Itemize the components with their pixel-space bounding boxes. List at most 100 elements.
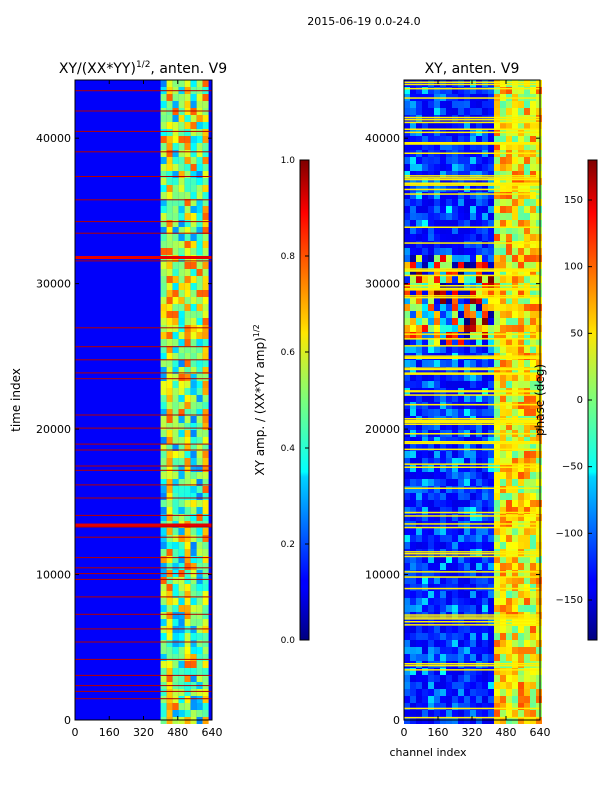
heatmap-cell xyxy=(500,255,506,262)
heatmap-cell xyxy=(488,199,494,206)
heatmap-cell xyxy=(190,633,197,640)
heatmap-cell xyxy=(190,689,197,696)
heatmap-cell xyxy=(524,654,530,661)
heatmap-cell xyxy=(482,192,488,199)
heatmap-cell xyxy=(512,654,518,661)
heatmap-cell xyxy=(434,395,440,402)
heatmap-cell xyxy=(178,318,185,325)
heatmap-cell xyxy=(160,388,167,395)
heatmap-cell xyxy=(160,395,167,402)
heatmap-cell xyxy=(458,311,464,318)
heatmap-cell xyxy=(184,318,191,325)
heatmap-cell xyxy=(178,619,185,626)
heatmap-cell xyxy=(506,269,512,276)
heatmap-cell xyxy=(178,633,185,640)
heatmap-cell xyxy=(506,325,512,332)
heatmap-cell xyxy=(482,178,488,185)
heatmap-cell xyxy=(404,311,410,318)
heatmap-cell xyxy=(482,248,488,255)
heatmap-cell xyxy=(166,416,173,423)
heatmap-cell xyxy=(458,535,464,542)
heatmap-cell xyxy=(494,346,500,353)
heatmap-cell xyxy=(488,486,494,493)
heatmap-cell xyxy=(190,178,197,185)
heatmap-cell xyxy=(196,136,203,143)
heatmap-cell xyxy=(166,528,173,535)
heatmap-cell xyxy=(416,486,422,493)
heatmap-cell xyxy=(410,269,416,276)
flagged-row-line xyxy=(404,526,540,529)
y-tick-label: 40000 xyxy=(365,132,400,145)
heatmap-cell xyxy=(196,283,203,290)
heatmap-cell xyxy=(476,535,482,542)
heatmap-cell xyxy=(482,269,488,276)
heatmap-cell xyxy=(530,563,536,570)
heatmap-cell xyxy=(470,507,476,514)
heatmap-cell xyxy=(404,213,410,220)
heatmap-cell xyxy=(530,577,536,584)
heatmap-cell xyxy=(536,689,542,696)
heatmap-cell xyxy=(494,584,500,591)
heatmap-cell xyxy=(410,304,416,311)
heatmap-cell xyxy=(160,374,167,381)
heatmap-cell xyxy=(178,577,185,584)
heatmap-cell xyxy=(494,108,500,115)
heatmap-cell xyxy=(434,605,440,612)
flagged-row-line xyxy=(404,242,540,244)
heatmap-cell xyxy=(494,479,500,486)
heatmap-cell xyxy=(190,227,197,234)
heatmap-cell xyxy=(518,311,524,318)
heatmap-cell xyxy=(190,444,197,451)
heatmap-cell xyxy=(440,696,446,703)
y-tick-label: 10000 xyxy=(36,569,71,582)
heatmap-cell xyxy=(446,115,452,122)
heatmap-cell xyxy=(434,682,440,689)
heatmap-cell xyxy=(512,297,518,304)
heatmap-cell xyxy=(476,528,482,535)
heatmap-cell xyxy=(536,339,542,346)
heatmap-cell xyxy=(440,311,446,318)
heatmap-cell xyxy=(202,360,209,367)
y-tick-label: 30000 xyxy=(36,278,71,291)
heatmap-cell xyxy=(500,472,506,479)
heatmap-cell xyxy=(190,143,197,150)
flagged-row-line xyxy=(404,515,540,517)
heatmap-cell xyxy=(410,255,416,262)
heatmap-cell xyxy=(488,402,494,409)
heatmap-cell xyxy=(202,248,209,255)
heatmap-cell xyxy=(410,136,416,143)
heatmap-cell xyxy=(428,577,434,584)
heatmap-cell xyxy=(464,269,470,276)
heatmap-cell xyxy=(488,311,494,318)
heatmap-cell xyxy=(464,444,470,451)
heatmap-cell xyxy=(202,612,209,619)
heatmap-cell xyxy=(512,199,518,206)
heatmap-cell xyxy=(440,297,446,304)
heatmap-cell xyxy=(458,668,464,675)
heatmap-cell xyxy=(440,563,446,570)
heatmap-cell xyxy=(202,395,209,402)
heatmap-cell xyxy=(512,500,518,507)
heatmap-cell xyxy=(172,80,179,87)
heatmap-cell xyxy=(446,451,452,458)
heatmap-cell xyxy=(202,514,209,521)
heatmap-cell xyxy=(160,654,167,661)
heatmap-cell xyxy=(440,318,446,325)
heatmap-cell xyxy=(530,290,536,297)
heatmap-cell xyxy=(160,220,167,227)
flagged-row-line xyxy=(75,567,212,569)
heatmap-cell xyxy=(518,234,524,241)
heatmap-cell xyxy=(184,157,191,164)
heatmap-cell xyxy=(536,598,542,605)
heatmap-cell xyxy=(482,255,488,262)
flagged-row-line xyxy=(404,487,540,489)
heatmap-cell xyxy=(404,563,410,570)
heatmap-cell xyxy=(416,136,422,143)
heatmap-cell xyxy=(500,493,506,500)
heatmap-cell xyxy=(440,598,446,605)
heatmap-cell xyxy=(494,570,500,577)
heatmap-cell xyxy=(494,136,500,143)
heatmap-cell xyxy=(416,297,422,304)
heatmap-cell xyxy=(172,703,179,710)
heatmap-cell xyxy=(166,185,173,192)
